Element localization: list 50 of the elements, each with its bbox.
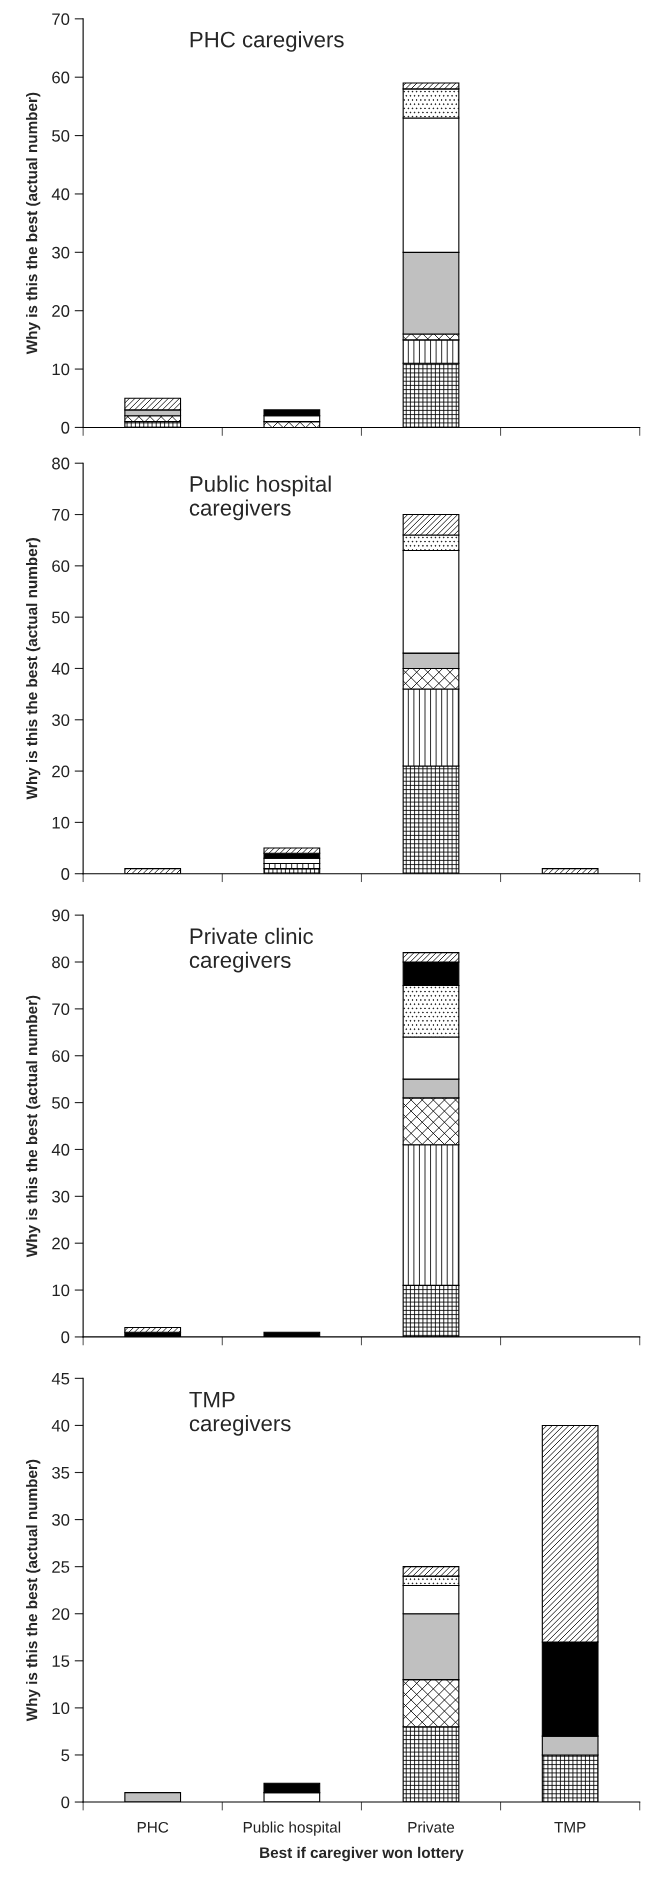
- y-tick-label: 20: [52, 765, 70, 778]
- y-tick-label: 20: [52, 1608, 70, 1620]
- y-tick-label: 60: [52, 560, 70, 573]
- y-tick-label: 70: [52, 13, 70, 26]
- y-tick-label: 20: [52, 305, 70, 317]
- text: Private clinic caregivers: [189, 927, 314, 973]
- y-tick-label: 40: [51, 662, 70, 675]
- y-tick-label: 20: [52, 1237, 70, 1250]
- y-axis-title: Why is this the best (actual number): [26, 995, 41, 1258]
- y-tick-label: 10: [52, 1702, 70, 1715]
- y-tick-label: 50: [52, 129, 70, 142]
- y-tick-label: 15: [52, 1655, 70, 1668]
- y-tick-label: 30: [52, 246, 70, 259]
- y-tick-label: 0: [61, 421, 70, 434]
- x-tick-label: TMP: [554, 1822, 586, 1833]
- x-tick-label: Private: [408, 1821, 455, 1833]
- y-tick-label: 0: [61, 868, 70, 880]
- y-tick-label: 5: [61, 1749, 70, 1762]
- y-tick-label: 70: [52, 508, 70, 521]
- y-tick-label: 35: [52, 1466, 70, 1479]
- x-tick-label: PHC: [137, 1821, 169, 1833]
- x-axis-title: Best if caregiver won lottery: [260, 1846, 464, 1862]
- y-tick-label: 80: [52, 457, 70, 470]
- y-tick-label: 40: [51, 188, 70, 201]
- y-tick-label: 50: [52, 611, 70, 624]
- y-tick-label: 30: [52, 1190, 70, 1203]
- y-tick-label: 90: [52, 909, 70, 922]
- y-tick-label: 0: [61, 1331, 70, 1344]
- y-axis-title: Why is this the best (actual number): [26, 92, 41, 355]
- y-tick-label: 40: [51, 1143, 70, 1156]
- y-tick-label: 25: [52, 1561, 70, 1573]
- y-tick-label: 10: [52, 363, 70, 376]
- y-tick-label: 70: [52, 1003, 70, 1016]
- y-tick-label: 10: [52, 1284, 70, 1297]
- y-tick-label: 60: [52, 71, 70, 84]
- y-tick-label: 60: [52, 1050, 70, 1062]
- y-tick-label: 45: [51, 1372, 70, 1385]
- y-axis-title: Why is this the best (actual number): [26, 1459, 41, 1722]
- text: Public hospital caregivers: [189, 475, 331, 521]
- y-tick-label: 80: [52, 956, 70, 969]
- y-tick-label: 50: [52, 1097, 70, 1109]
- y-tick-label: 30: [52, 714, 70, 726]
- y-tick-label: 40: [51, 1419, 70, 1432]
- y-tick-label: 10: [52, 816, 70, 829]
- y-axis-title: Why is this the best (actual number): [26, 538, 41, 800]
- y-tick-label: 0: [61, 1796, 70, 1809]
- y-tick-label: 30: [52, 1513, 70, 1526]
- text: TMP caregivers: [189, 1391, 291, 1436]
- text: PHC caregivers: [190, 31, 344, 52]
- x-tick-label: Public hospital: [243, 1821, 341, 1836]
